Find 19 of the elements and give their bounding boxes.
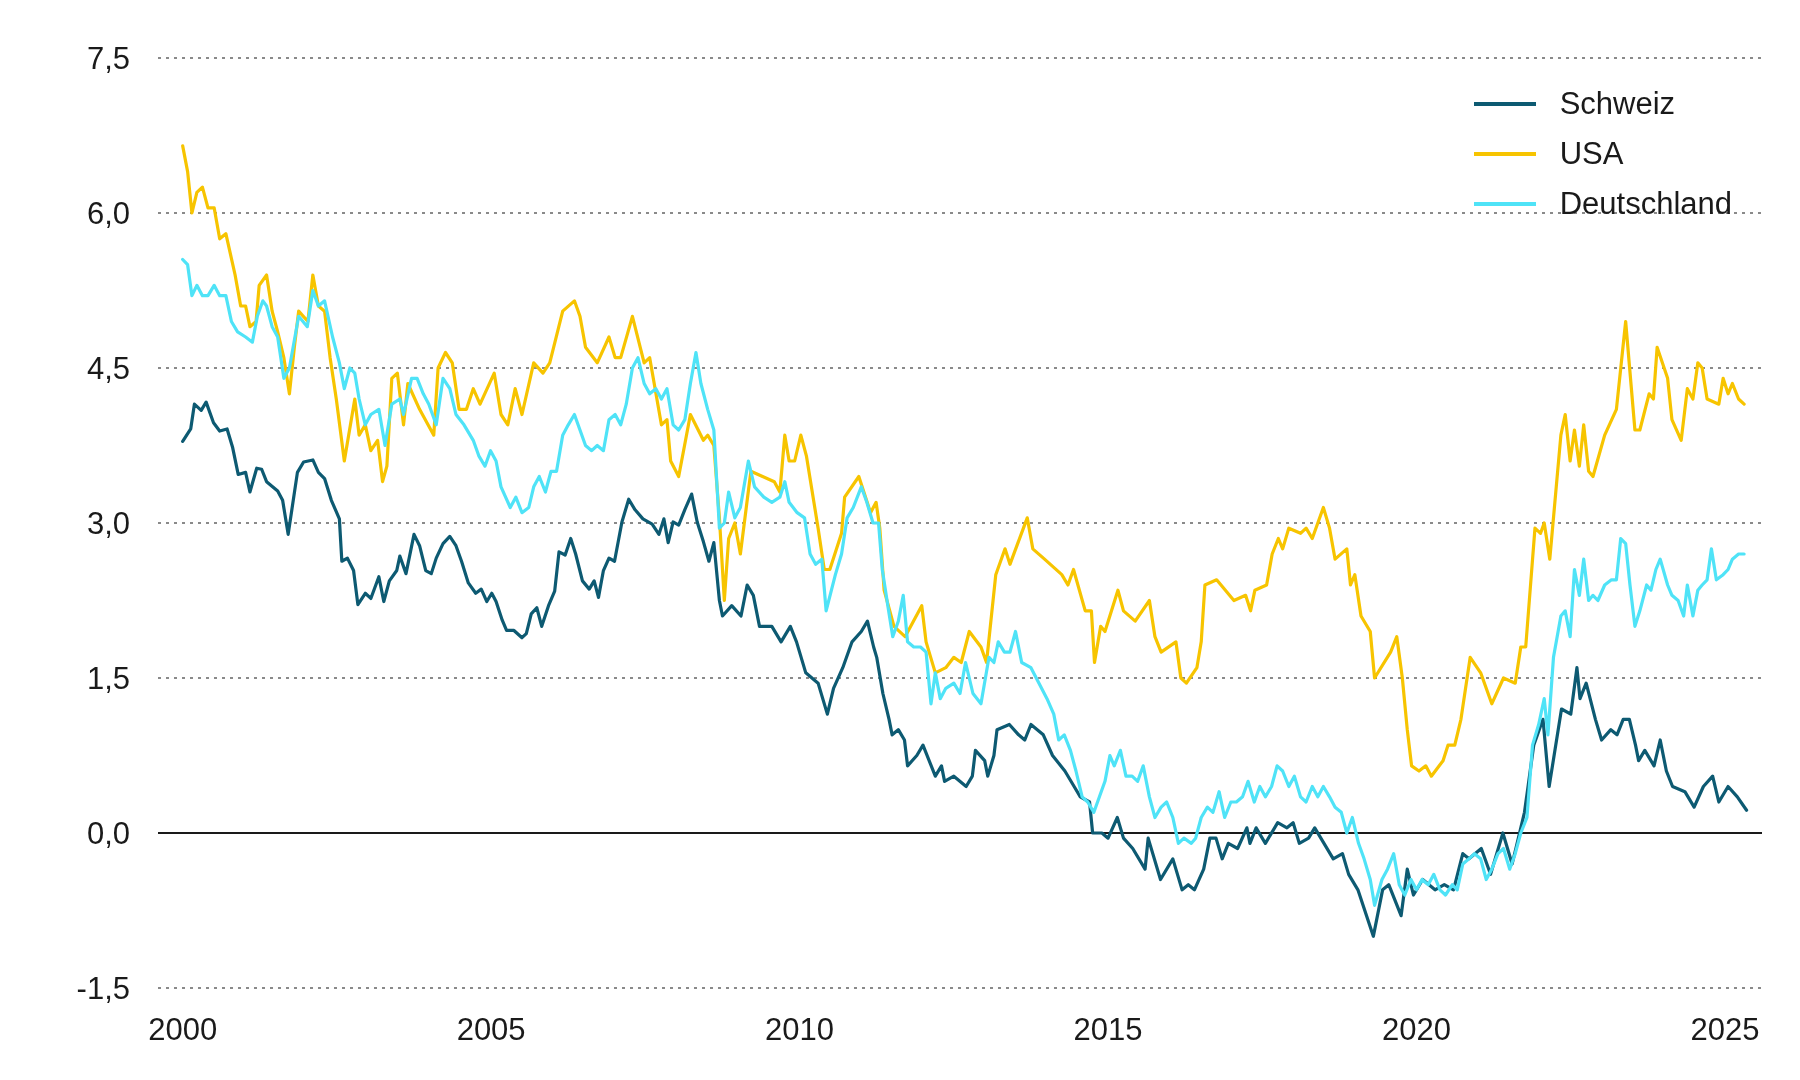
legend-label: Deutschland — [1559, 186, 1732, 222]
legend-label: USA — [1559, 136, 1624, 172]
y-tick-label: 3,0 — [86, 506, 130, 542]
x-tick-label: 2000 — [148, 1012, 218, 1048]
y-tick-label: -1,5 — [76, 971, 130, 1007]
x-tick-label: 2015 — [1073, 1012, 1143, 1048]
line-series — [181, 257, 1746, 907]
y-tick-label: 7,5 — [86, 41, 130, 77]
y-tick-label: 6,0 — [86, 196, 130, 232]
x-tick-label: 2005 — [456, 1012, 526, 1048]
line-series — [181, 400, 1749, 938]
legend-label: Schweiz — [1559, 86, 1676, 122]
x-tick-label: 2025 — [1690, 1012, 1760, 1048]
line-series — [181, 144, 1746, 778]
y-tick-label: 1,5 — [86, 661, 130, 697]
y-tick-label: 0,0 — [86, 816, 130, 852]
y-tick-label: 4,5 — [86, 351, 130, 387]
x-tick-label: 2020 — [1382, 1012, 1452, 1048]
x-tick-label: 2010 — [765, 1012, 835, 1048]
